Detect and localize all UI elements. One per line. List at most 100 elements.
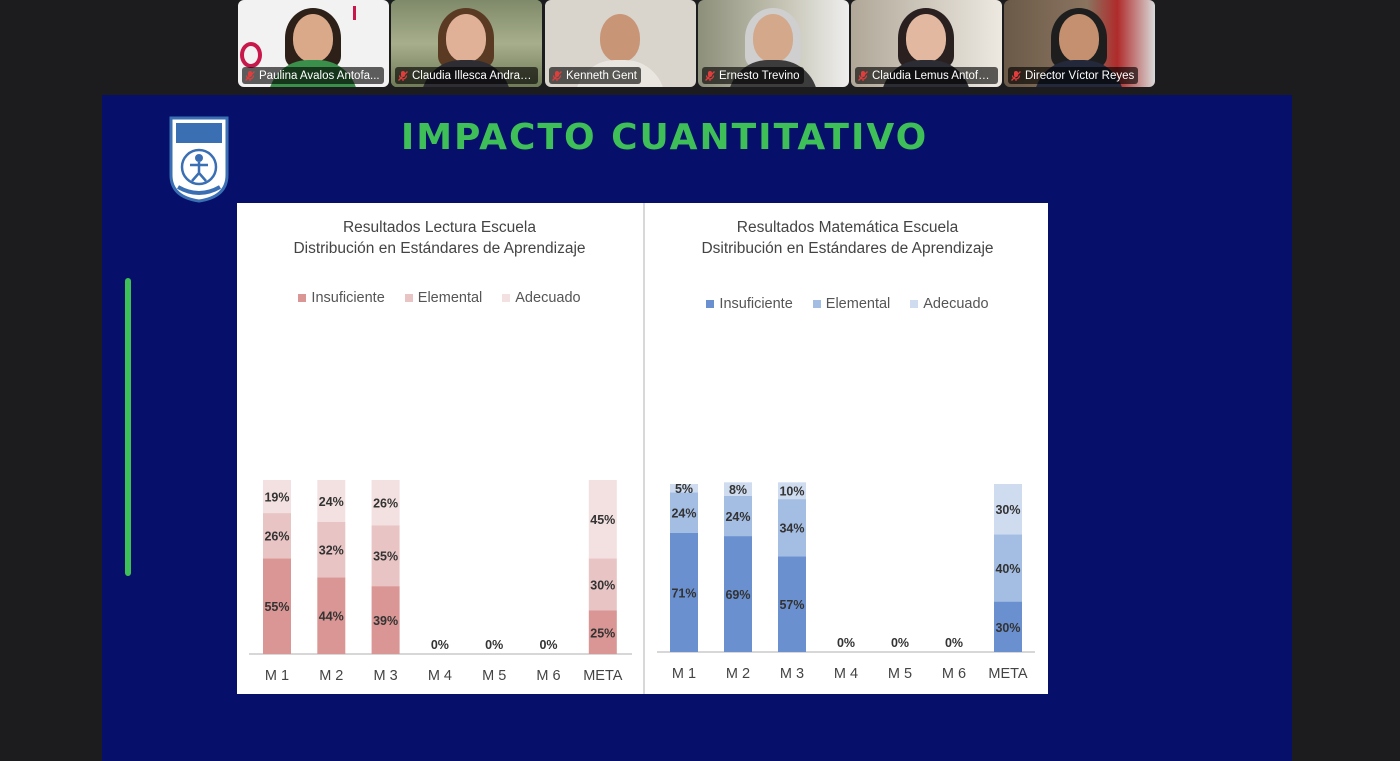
data-label: 71%	[671, 586, 696, 600]
mic-muted-icon	[1011, 70, 1021, 81]
bar-segment	[263, 513, 291, 559]
data-label: 19%	[264, 491, 289, 505]
data-label: 5%	[675, 482, 693, 496]
chart-legend: Insuficiente Elemental Adecuado	[645, 296, 1050, 312]
accent-bar	[125, 278, 131, 576]
bar-segment	[778, 499, 806, 557]
chart-divider	[643, 203, 645, 694]
data-label: 57%	[779, 598, 804, 612]
x-tick-label: M 4	[834, 666, 858, 682]
data-label: 39%	[373, 614, 398, 628]
bar-segment	[371, 480, 400, 526]
legend-label: Adecuado	[515, 290, 581, 306]
data-label: 30%	[995, 503, 1020, 517]
data-label: 45%	[590, 513, 615, 527]
participant-tile[interactable]: Paulina Avalos Antofa...	[238, 0, 389, 87]
mic-muted-icon	[245, 70, 255, 81]
mic-muted-icon	[705, 70, 715, 81]
mic-muted-icon	[552, 70, 562, 81]
data-label: 24%	[725, 510, 750, 524]
bar-segment	[317, 480, 346, 522]
data-label: 34%	[779, 522, 804, 536]
org-logo	[353, 6, 383, 20]
chart-title: Resultados Matemática Escuela Dsitribuci…	[645, 217, 1050, 259]
shared-screen-slide: IMPACTO CUANTITATIVO Resultados Lectura …	[102, 95, 1292, 761]
participant-name: Ernesto Trevino	[719, 69, 800, 82]
math-results-chart: Resultados Matemática Escuela Dsitribuci…	[645, 203, 1050, 694]
chart-title-line: Resultados Lectura Escuela	[342, 219, 536, 236]
data-label: 69%	[725, 588, 750, 602]
chart-plot: 71% 24% 5% M 1 69% 24% 8% M 2 57% 34% 10% M 3 0% M 4 0…	[657, 482, 1035, 682]
chart-title-line: Dsitribución en Estándares de Aprendizaj…	[701, 240, 994, 257]
x-tick-label: M 6	[536, 668, 560, 684]
x-tick-label: M 2	[726, 666, 750, 682]
data-label: 25%	[590, 626, 615, 640]
bar-segment	[588, 480, 617, 559]
bar-segment	[317, 521, 346, 578]
legend-label: Elemental	[417, 290, 483, 306]
slide-title: IMPACTO CUANTITATIVO	[400, 117, 929, 158]
bar-segment	[588, 610, 617, 654]
bar-segment	[778, 482, 806, 500]
legend-swatch	[910, 300, 919, 308]
data-label: 0%	[837, 636, 855, 650]
bar-segment	[371, 525, 400, 587]
legend-swatch	[706, 300, 715, 308]
bar-segment	[670, 532, 698, 652]
data-label: 10%	[779, 485, 804, 499]
charts-panel: Resultados Lectura Escuela Distribución …	[237, 203, 1048, 694]
legend-swatch	[502, 294, 511, 302]
participant-name: Claudia Illesca Andrade,...	[412, 69, 534, 82]
participant-name-tag: Ernesto Trevino	[702, 67, 804, 84]
data-label: 0%	[891, 636, 909, 650]
participant-tile[interactable]: Director Víctor Reyes	[1004, 0, 1155, 87]
participant-tile-active-speaker[interactable]: Claudia Illesca Andrade,...	[391, 0, 542, 87]
participant-name-tag: Claudia Lemus Antofa...	[855, 67, 998, 84]
legend-swatch	[812, 300, 821, 308]
participant-name: Paulina Avalos Antofa...	[259, 69, 380, 82]
x-tick-label: META	[988, 666, 1028, 682]
data-label: 24%	[671, 507, 696, 521]
data-label: 0%	[539, 638, 557, 652]
participant-tile[interactable]: Ernesto Trevino	[698, 0, 849, 87]
participant-name-tag: Kenneth Gent	[549, 67, 641, 84]
chart-plot: 55% 26% 19% M 1 44% 32% 24% M 2 39% 35% 26% M 3 0% M …	[249, 480, 632, 684]
participant-strip: Paulina Avalos Antofa... Claudia Illesca…	[238, 0, 1158, 88]
mic-muted-icon	[398, 70, 408, 81]
chart-title: Resultados Lectura Escuela Distribución …	[237, 217, 642, 259]
legend-label: Elemental	[825, 296, 891, 312]
data-label: 55%	[264, 600, 289, 614]
bar-segment	[371, 586, 400, 654]
x-tick-label: M 6	[942, 666, 966, 682]
pink-ribbon	[240, 42, 262, 68]
participant-tile[interactable]: Kenneth Gent	[545, 0, 696, 87]
bar-segment	[588, 558, 617, 611]
bar-segment	[994, 534, 1022, 602]
bar-segment	[724, 495, 752, 537]
bar-segment	[994, 484, 1022, 535]
data-label: 40%	[995, 562, 1020, 576]
participant-tile[interactable]: Claudia Lemus Antofa...	[851, 0, 1002, 87]
legend-item: Insuficiente	[298, 290, 385, 306]
bar-segment	[670, 484, 698, 493]
mic-muted-icon	[858, 70, 868, 81]
data-label: 30%	[590, 578, 615, 592]
data-label: 0%	[485, 638, 503, 652]
x-tick-label: M 2	[319, 668, 343, 684]
x-tick-label: M 4	[428, 668, 452, 684]
participant-name-tag: Claudia Illesca Andrade,...	[395, 67, 538, 84]
legend-item: Elemental	[404, 290, 483, 306]
x-tick-label: M 1	[672, 666, 696, 682]
bar-segment	[994, 601, 1022, 652]
data-label: 26%	[373, 497, 398, 511]
chart-title-line: Distribución en Estándares de Aprendizaj…	[293, 240, 586, 257]
bar-segment	[724, 536, 752, 652]
legend-item: Insuficiente	[706, 296, 793, 312]
legend-item: Elemental	[812, 296, 891, 312]
data-label: 35%	[373, 550, 398, 564]
participant-name: Director Víctor Reyes	[1025, 69, 1135, 82]
bar-segment	[263, 558, 291, 654]
legend-swatch	[298, 294, 307, 302]
data-label: 0%	[431, 638, 449, 652]
chart-legend: Insuficiente Elemental Adecuado	[237, 290, 642, 306]
